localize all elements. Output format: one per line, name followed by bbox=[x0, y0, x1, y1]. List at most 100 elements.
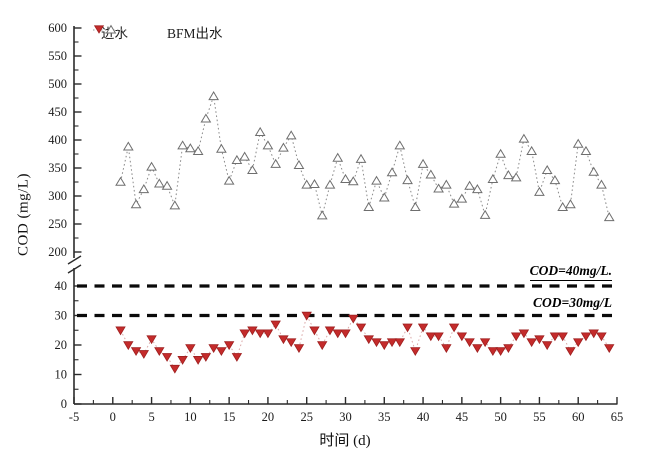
influent-point bbox=[216, 143, 227, 153]
effluent-point bbox=[363, 335, 374, 345]
influent-point bbox=[293, 159, 305, 169]
influent-point bbox=[394, 140, 406, 150]
effluent-point bbox=[161, 353, 173, 362]
tick-label: 50 bbox=[494, 410, 507, 424]
influent-point bbox=[378, 192, 390, 202]
effluent-point bbox=[573, 338, 584, 348]
influent-point bbox=[495, 148, 507, 158]
influent-point bbox=[231, 154, 243, 164]
reference-lines bbox=[77, 284, 612, 318]
effluent-point bbox=[317, 341, 328, 351]
influent-point bbox=[549, 175, 561, 185]
effluent-point bbox=[355, 323, 367, 333]
effluent-point bbox=[309, 326, 320, 336]
effluent-point bbox=[239, 329, 250, 339]
effluent-point bbox=[262, 329, 274, 339]
effluent-point bbox=[441, 344, 452, 354]
effluent-point bbox=[270, 320, 281, 330]
tick-label: 300 bbox=[48, 189, 67, 203]
effluent-point bbox=[402, 323, 413, 333]
influent-point bbox=[316, 210, 328, 220]
effluent-point bbox=[200, 353, 212, 362]
influent-point bbox=[208, 91, 220, 101]
influent-point bbox=[588, 166, 600, 176]
axes bbox=[67, 26, 618, 405]
influent-series bbox=[115, 91, 615, 222]
effluent-point bbox=[332, 329, 343, 339]
series-line bbox=[120, 96, 610, 218]
influent-point bbox=[425, 169, 437, 179]
effluent-point bbox=[216, 347, 227, 356]
influent-point bbox=[153, 178, 165, 188]
influent-point bbox=[177, 140, 188, 150]
effluent-point bbox=[448, 323, 460, 333]
influent-point bbox=[355, 153, 367, 163]
tick-label: 350 bbox=[48, 161, 67, 175]
x-axis-ticks: -5 0 5 10 15 20 25 30 35 40 45 50 55 60 65 bbox=[69, 397, 623, 424]
influent-point bbox=[557, 201, 569, 211]
effluent-point bbox=[479, 338, 491, 348]
influent-point bbox=[402, 175, 413, 185]
effluent-point bbox=[231, 353, 243, 362]
influent-point bbox=[541, 164, 553, 175]
influent-point bbox=[146, 161, 157, 171]
effluent-point bbox=[433, 332, 444, 342]
influent-point bbox=[278, 142, 289, 152]
effluent-point bbox=[208, 344, 219, 354]
legend: 进水 BFM出水 bbox=[92, 22, 223, 42]
tick-label: 65 bbox=[611, 410, 624, 424]
effluent-point bbox=[185, 344, 196, 354]
effluent-point bbox=[177, 356, 188, 365]
tick-label: 35 bbox=[378, 410, 391, 424]
tick-label: 40 bbox=[417, 410, 430, 424]
effluent-point bbox=[410, 347, 421, 356]
effluent-point bbox=[301, 311, 312, 321]
effluent-point bbox=[417, 323, 429, 333]
effluent-point bbox=[192, 356, 204, 365]
influent-point bbox=[371, 175, 382, 185]
tick-label: 15 bbox=[223, 410, 236, 424]
effluent-point bbox=[580, 332, 592, 342]
tick-label: 400 bbox=[48, 133, 67, 147]
tick-label: 5 bbox=[148, 410, 154, 424]
influent-point bbox=[169, 200, 181, 210]
influent-point bbox=[200, 113, 212, 123]
influent-point bbox=[324, 179, 336, 189]
influent-point bbox=[417, 158, 429, 168]
influent-point bbox=[510, 172, 522, 182]
tick-label: 500 bbox=[48, 77, 67, 91]
influent-point bbox=[487, 173, 499, 183]
effluent-point bbox=[518, 329, 530, 339]
effluent-point bbox=[324, 326, 336, 336]
influent-point bbox=[518, 133, 530, 143]
effluent-point bbox=[138, 350, 150, 359]
tick-label: 55 bbox=[533, 410, 546, 424]
ref-line-40-label: COD=40mg/L. bbox=[529, 263, 612, 281]
influent-point bbox=[184, 143, 196, 153]
ref-line-30-label: COD=30mg/L bbox=[533, 295, 612, 310]
effluent-point bbox=[394, 338, 405, 348]
tick-label: 30 bbox=[339, 410, 352, 424]
effluent-point bbox=[464, 338, 475, 348]
influent-point bbox=[580, 145, 592, 155]
influent-point bbox=[603, 211, 615, 222]
effluent-point bbox=[565, 347, 576, 356]
influent-point bbox=[503, 169, 514, 180]
legend-item-effluent[interactable]: BFM出水 bbox=[93, 22, 223, 42]
effluent-point bbox=[293, 344, 305, 354]
effluent-point bbox=[340, 329, 351, 339]
tick-label: 10 bbox=[184, 410, 197, 424]
influent-point bbox=[534, 186, 545, 196]
y-axis-title: COD (mg/L) bbox=[15, 173, 32, 256]
effluent-point bbox=[596, 332, 607, 342]
effluent-point bbox=[146, 335, 157, 345]
tick-label: 45 bbox=[456, 410, 469, 424]
effluent-point bbox=[526, 338, 537, 348]
effluent-point bbox=[169, 364, 181, 374]
influent-point bbox=[448, 198, 460, 208]
effluent-point bbox=[495, 347, 506, 356]
legend-item-influent[interactable]: 进水 bbox=[92, 22, 129, 42]
tick-label: 25 bbox=[300, 410, 313, 424]
influent-point bbox=[440, 179, 452, 189]
